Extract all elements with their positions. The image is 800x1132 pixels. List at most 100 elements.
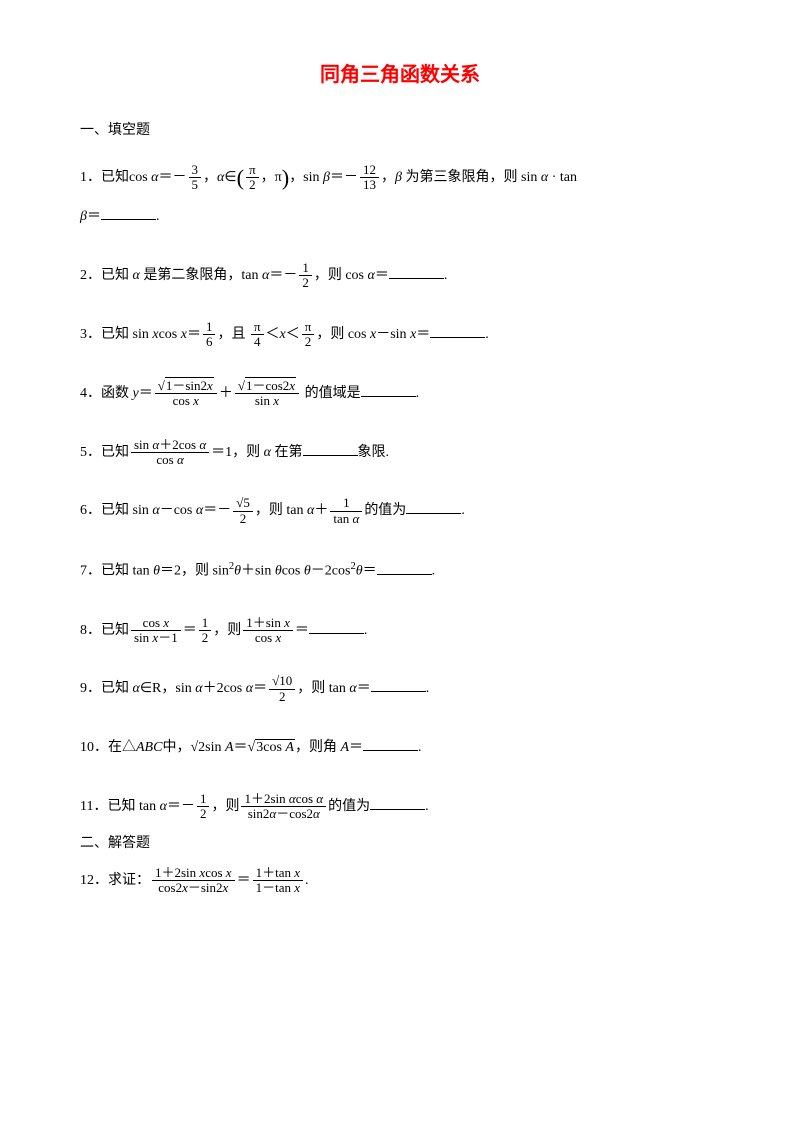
v: x <box>273 393 279 408</box>
d: 4 <box>251 335 264 349</box>
t: 1－sin2 <box>166 378 207 393</box>
frac: π4 <box>251 320 264 350</box>
t: 2．已知 <box>80 268 133 283</box>
problem-2: 2．已知 α 是第二象限角，tan α＝－12，则 cos α＝. <box>80 261 720 292</box>
t: . <box>432 564 436 579</box>
t: . <box>461 503 465 518</box>
frac: 1＋tan x1－tan x <box>253 866 303 896</box>
n: 1＋2sin αcos α <box>241 792 326 807</box>
v: A <box>340 740 349 755</box>
v: θ <box>234 564 241 579</box>
frac: √1－cos2xsin x <box>235 379 299 409</box>
t: cos <box>296 791 317 806</box>
v: x <box>294 865 300 880</box>
t: . <box>444 268 448 283</box>
frac: √1－sin2xcos x <box>155 379 217 409</box>
v: x <box>289 378 295 393</box>
t: sin2 <box>248 806 270 821</box>
t: ， <box>261 170 275 185</box>
t: ，sin <box>289 170 323 185</box>
t: 在第 <box>271 445 303 460</box>
t: ＜ <box>286 327 300 342</box>
n: 1 <box>330 496 362 511</box>
problem-4: 4．函数 y＝√1－sin2xcos x＋√1－cos2xsin x 的值域是. <box>80 379 720 410</box>
t: √5 <box>236 495 250 510</box>
n: 1 <box>199 616 212 631</box>
d: 2 <box>246 178 259 192</box>
page-title: 同角三角函数关系 <box>80 60 720 90</box>
t: ， <box>203 170 217 185</box>
n: 3 <box>189 163 202 178</box>
t: ，则 tan <box>297 681 349 696</box>
section-solve: 二、解答题 <box>80 833 720 854</box>
frac: 16 <box>203 320 216 350</box>
t: 6．已知 sin <box>80 503 152 518</box>
v: α <box>195 681 202 696</box>
frac: 35 <box>189 163 202 193</box>
v: x <box>226 865 232 880</box>
t: ＋ <box>219 386 233 401</box>
t: ＝2，则 sin <box>160 564 229 579</box>
t: ＝ <box>139 386 153 401</box>
d: 2 <box>269 690 295 704</box>
t: . <box>364 623 368 638</box>
n: 1＋sin x <box>243 616 293 631</box>
blank <box>406 499 461 514</box>
t: ＝－ <box>159 170 187 185</box>
n: 1＋2sin xcos x <box>152 866 235 881</box>
n: √10 <box>269 674 295 689</box>
t: 3．已知 sin <box>80 327 152 342</box>
t: ＝1，则 <box>211 445 264 460</box>
t: ，且 <box>217 327 249 342</box>
n: 1 <box>203 320 216 335</box>
v: β <box>323 170 330 185</box>
problem-12: 12．求证：1＋2sin xcos xcos2x－sin2x＝1＋tan x1－… <box>80 866 720 897</box>
v: ABC <box>136 740 162 755</box>
d: 2 <box>299 276 312 290</box>
t: ，则 cos <box>314 268 368 283</box>
t: ＝ <box>416 327 430 342</box>
t: 1－tan <box>256 880 295 895</box>
n: π <box>251 320 264 335</box>
v: x <box>294 880 300 895</box>
v: α <box>152 503 159 518</box>
blank <box>309 619 364 634</box>
n: √1－cos2x <box>235 379 299 394</box>
t: 的值为 <box>328 799 370 814</box>
d: 2 <box>302 335 315 349</box>
n: 1＋tan x <box>253 866 303 881</box>
t: tan <box>333 511 352 526</box>
n: π <box>302 320 315 335</box>
d: cos x <box>155 394 217 408</box>
problem-7: 7．已知 tan θ＝2，则 sin2θ＋sin θcos θ－2cos2θ＝. <box>80 555 720 587</box>
t: sin <box>134 437 152 452</box>
t: ＋2cos <box>159 437 199 452</box>
blank <box>363 736 418 751</box>
v: α <box>264 445 271 460</box>
t: cos <box>143 615 164 630</box>
v: A <box>285 740 294 755</box>
blank <box>371 677 426 692</box>
problem-1: 1．已知cos α＝－35，α∈(π2，π)，sin β＝－1213，β 为第三… <box>80 153 720 233</box>
t: 4．函数 <box>80 386 133 401</box>
t: ，则 <box>211 799 239 814</box>
t: π <box>275 170 282 185</box>
t: －2cos <box>311 564 351 579</box>
t: 象限. <box>358 445 390 460</box>
t: cos <box>205 865 226 880</box>
d: cos α <box>131 453 209 467</box>
rad: 1－cos2x <box>245 377 296 393</box>
d: 6 <box>203 335 216 349</box>
v: β <box>395 170 402 185</box>
frac: 1＋sin xcos x <box>243 616 293 646</box>
frac: 1＋2sin xcos xcos2x－sin2x <box>152 866 235 896</box>
problem-6: 6．已知 sin α－cos α＝－√52，则 tan α＋1tan α的值为. <box>80 496 720 527</box>
t: ＝－ <box>167 799 195 814</box>
problem-5: 5．已知sin α＋2cos αcos α＝1，则 α 在第象限. <box>80 438 720 469</box>
t: ，则角 <box>295 740 341 755</box>
rad: 1－sin2x <box>165 377 214 393</box>
section-fill: 一、填空题 <box>80 120 720 141</box>
frac: cos xsin x－1 <box>131 616 181 646</box>
p: ( <box>237 165 244 190</box>
t: cos2 <box>158 880 182 895</box>
